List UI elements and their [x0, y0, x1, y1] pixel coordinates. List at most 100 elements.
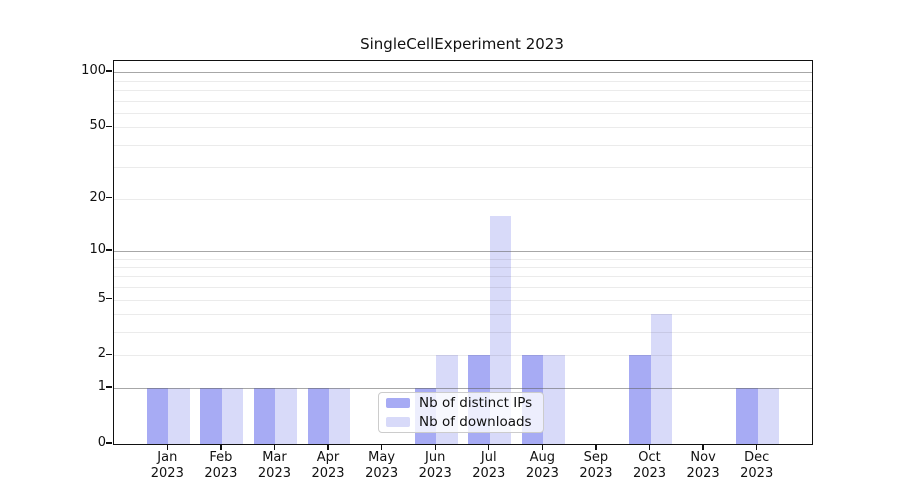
bar-downloads-oct: [650, 314, 672, 444]
bar-distinct-ips-feb: [200, 388, 222, 444]
x-axis-tick-label: Jul 2023: [459, 450, 519, 482]
x-axis-tick-label: Dec 2023: [727, 450, 787, 482]
x-tick-month: Jan: [157, 450, 178, 465]
y-axis-tick-label: 10: [89, 241, 106, 257]
plot-area: [113, 60, 813, 445]
gridline-minor: [114, 287, 812, 289]
x-axis-tick-mark: [648, 444, 651, 450]
x-tick-month: Jul: [480, 450, 497, 465]
x-axis-tick-mark: [166, 444, 168, 450]
gridline-minor: [114, 299, 812, 301]
gridline-minor: [114, 112, 812, 114]
x-axis-tick-label: May 2023: [352, 450, 412, 482]
x-tick-year: 2023: [204, 466, 238, 481]
x-tick-year: 2023: [579, 466, 613, 481]
gridline-minor: [114, 266, 812, 268]
legend-label-distinct-ips: Nb of distinct IPs: [419, 395, 533, 412]
gridline-minor: [114, 89, 812, 91]
x-tick-month: Apr: [316, 450, 340, 465]
y-axis-tick-label: 2: [97, 346, 106, 362]
x-axis-tick-mark: [380, 444, 383, 450]
gridline-major: [114, 250, 812, 252]
bar-distinct-ips-jan: [146, 388, 169, 444]
x-tick-year: 2023: [150, 466, 184, 481]
x-axis-tick-label: Jan 2023: [137, 450, 197, 482]
x-axis-tick-mark: [488, 444, 490, 450]
x-axis-tick-label: Aug 2023: [512, 450, 572, 482]
bar-downloads-feb: [221, 388, 244, 444]
x-axis-tick-mark: [273, 444, 276, 450]
x-axis-tick-label: Oct 2023: [620, 450, 680, 482]
gridline-minor: [114, 314, 812, 316]
x-tick-month: May: [368, 450, 396, 465]
x-tick-year: 2023: [257, 466, 291, 481]
bar-downloads-apr: [329, 388, 351, 444]
bar-distinct-ips-dec: [736, 388, 758, 444]
y-axis-tick-label: 20: [89, 189, 106, 205]
x-axis-tick-mark: [755, 444, 758, 450]
x-axis-tick-label: Feb 2023: [191, 450, 251, 482]
x-tick-month: Jun: [425, 450, 446, 465]
x-tick-year: 2023: [740, 466, 774, 481]
x-tick-year: 2023: [525, 466, 559, 481]
gridline-minor: [114, 332, 812, 334]
y-axis-tick-mark: [106, 297, 112, 300]
x-tick-year: 2023: [311, 466, 345, 481]
legend-swatch-distinct-ips: [386, 398, 410, 409]
x-axis-tick-mark: [541, 444, 544, 450]
x-axis-tick-mark: [327, 444, 329, 450]
gridline-minor: [114, 198, 812, 200]
x-axis-tick-mark: [702, 444, 704, 450]
bar-downloads-jul: [489, 215, 512, 444]
y-axis-tick-mark: [106, 70, 112, 72]
x-tick-year: 2023: [632, 466, 667, 481]
legend-label-downloads: Nb of downloads: [419, 413, 532, 430]
x-tick-month: Feb: [209, 450, 233, 465]
x-tick-month: Mar: [262, 450, 287, 465]
x-tick-year: 2023: [472, 466, 506, 481]
y-axis-tick-label: 5: [97, 290, 106, 306]
gridline-minor: [114, 167, 812, 169]
gridline-major: [114, 72, 812, 74]
y-axis-tick-mark: [106, 197, 112, 199]
chart-title: SingleCellExperiment 2023: [360, 35, 564, 53]
x-tick-year: 2023: [686, 466, 720, 481]
gridline-minor: [114, 100, 812, 102]
bar-distinct-ips-oct: [629, 355, 651, 444]
y-axis-tick-mark: [106, 442, 112, 444]
x-axis-tick-label: Mar 2023: [244, 450, 304, 482]
x-tick-month: Dec: [744, 450, 770, 465]
bar-downloads-aug: [543, 355, 565, 444]
x-axis-tick-label: Nov 2023: [673, 450, 733, 482]
gridline-minor: [114, 127, 812, 129]
x-tick-month: Sep: [583, 450, 609, 465]
legend-item-downloads: Nb of downloads: [379, 414, 543, 431]
x-axis-tick-label: Sep 2023: [566, 450, 626, 482]
y-axis-tick-label: 50: [89, 118, 106, 134]
bar-downloads-dec: [757, 388, 780, 444]
y-axis-tick-mark: [106, 249, 112, 251]
y-axis-tick-mark: [106, 353, 112, 356]
x-tick-month: Nov: [690, 450, 716, 465]
x-tick-month: Aug: [529, 450, 556, 465]
x-axis-tick-label: Apr 2023: [298, 450, 358, 482]
x-tick-year: 2023: [418, 466, 452, 481]
x-axis-tick-label: Jun 2023: [405, 450, 465, 482]
x-tick-month: Oct: [638, 450, 661, 465]
bar-distinct-ips-mar: [254, 388, 276, 444]
bar-downloads-mar: [275, 388, 297, 444]
legend: Nb of distinct IPs Nb of downloads: [378, 392, 544, 433]
y-axis-tick-label: 100: [81, 63, 106, 79]
legend-item-distinct-ips: Nb of distinct IPs: [379, 395, 543, 412]
y-axis-tick-mark: [106, 125, 112, 127]
gridline-minor: [114, 80, 812, 82]
x-axis-tick-mark: [595, 444, 597, 450]
x-axis-tick-mark: [434, 444, 436, 450]
gridline-minor: [114, 258, 812, 260]
bar-downloads-jan: [168, 388, 190, 444]
gridline-minor: [114, 276, 812, 278]
y-axis-tick-mark: [106, 386, 112, 388]
y-axis-tick-label: 1: [97, 379, 106, 395]
gridline-minor: [114, 355, 812, 357]
